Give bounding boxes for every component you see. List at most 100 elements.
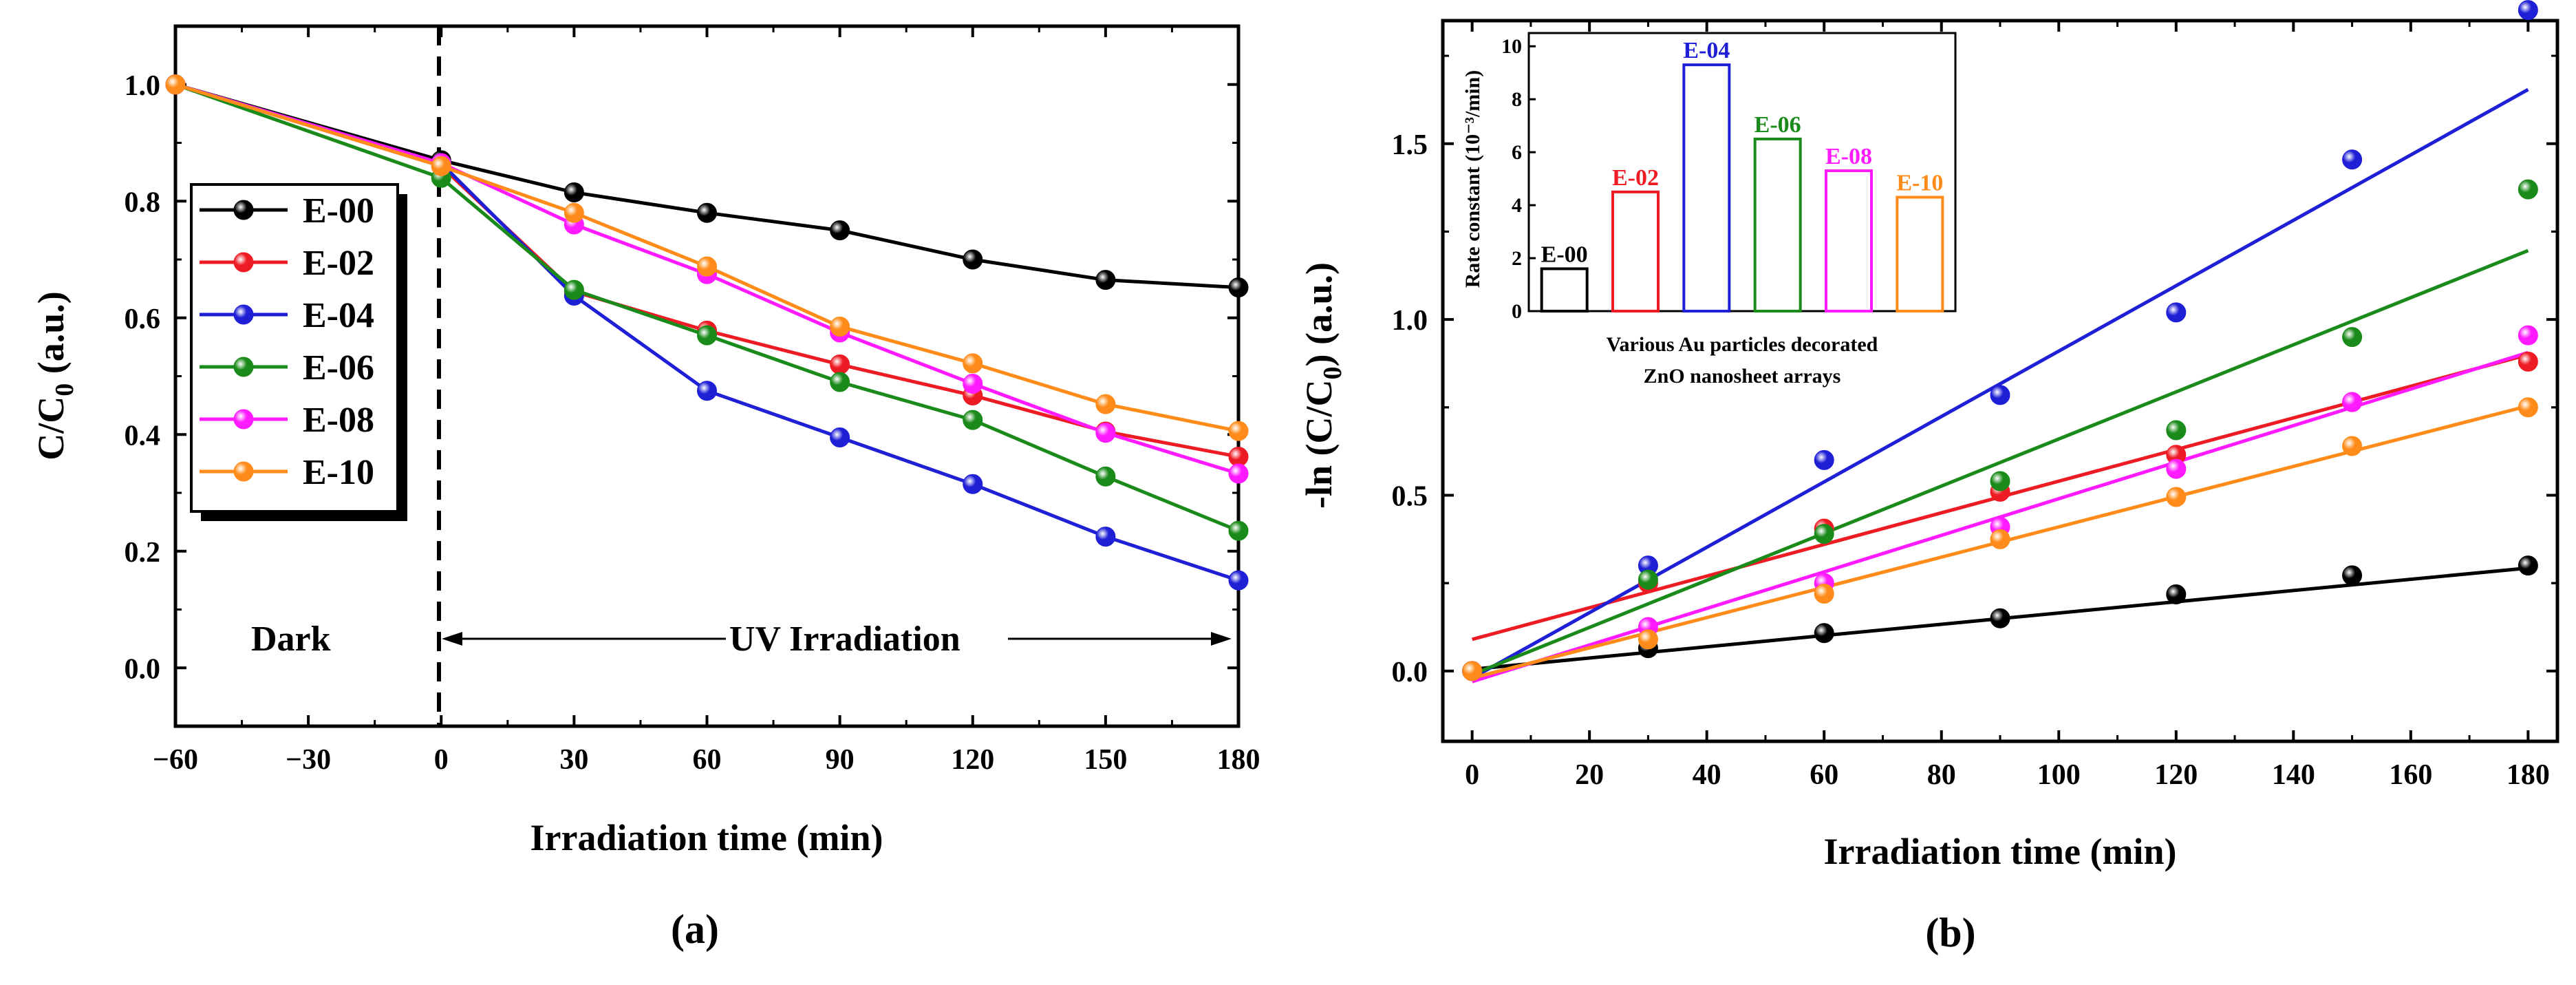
data-point-e-00 xyxy=(1814,623,1834,644)
chart-a-y-axis: 0.0 0.2 0.4 0.6 0.8 1.0 xyxy=(125,70,1238,685)
data-point-e-00 xyxy=(2518,555,2538,576)
legend-label-e-02: E-02 xyxy=(303,244,374,283)
data-point-e-06 xyxy=(1638,569,1658,590)
data-point-e-00 xyxy=(1228,277,1249,298)
data-point-e-10 xyxy=(2518,397,2538,418)
data-point-e-00 xyxy=(1095,270,1116,290)
data-point-e-10 xyxy=(1638,629,1658,650)
chart-b-y-axis: 0.0 0.5 1.0 1.5 xyxy=(1392,54,2557,688)
x-tick-label: 120 xyxy=(2154,759,2198,791)
y-tick-label: 0.0 xyxy=(125,653,161,685)
x-tick-label: 80 xyxy=(1927,759,1956,791)
inset-bar-label-e-10: E-10 xyxy=(1896,171,1943,196)
legend-marker-e-02 xyxy=(233,252,254,273)
chart-a-x-axis: −60 −30 0 30 60 90 120 150 180 xyxy=(153,26,1260,776)
y-tick-label: 0.8 xyxy=(125,187,161,218)
x-tick-label: 20 xyxy=(1575,759,1604,791)
legend-marker-e-08 xyxy=(233,409,254,430)
data-point-e-00 xyxy=(963,249,983,270)
data-point-e-10 xyxy=(1814,583,1834,604)
data-point-e-10 xyxy=(431,156,451,176)
data-point-e-00 xyxy=(1990,608,2010,628)
data-point-e-10 xyxy=(564,202,584,223)
chart-b-y-label: -ln (C/C0) (a.u.) xyxy=(1298,262,1347,509)
x-tick-label: 180 xyxy=(1217,744,1260,776)
data-point-e-10 xyxy=(1095,394,1116,414)
x-tick-label: 30 xyxy=(559,744,588,776)
data-point-e-00 xyxy=(564,182,584,203)
x-tick-label: 140 xyxy=(2272,759,2315,791)
inset-x-label-line2: ZnO nanosheet arrays xyxy=(1644,365,1841,388)
chart-b-panel-label: (b) xyxy=(1925,910,1975,955)
data-point-e-10 xyxy=(165,74,186,95)
series-line-e-10 xyxy=(175,83,1239,433)
data-point-e-08 xyxy=(1228,463,1249,484)
series-line-e-00 xyxy=(175,83,1239,290)
data-point-e-06 xyxy=(1228,520,1249,541)
inset-bar-e-08 xyxy=(1825,169,1873,313)
x-tick-label: 40 xyxy=(1693,759,1721,791)
data-point-e-08 xyxy=(2342,392,2363,412)
data-point-e-04 xyxy=(2342,149,2363,170)
x-tick-label: 60 xyxy=(693,744,722,776)
inset-chart: 0 2 4 6 8 10 E-00 E-02 E-04 E-06 E-08 E-10 Rate co… xyxy=(1461,32,1957,388)
data-point-e-10 xyxy=(1228,421,1249,441)
chart-a-series xyxy=(165,74,1249,591)
inset-y-tick-label: 4 xyxy=(1512,194,1522,217)
data-point-e-08 xyxy=(2166,458,2187,479)
data-point-e-06 xyxy=(2518,179,2538,200)
data-point-e-04 xyxy=(2518,0,2538,21)
data-point-e-04 xyxy=(697,381,717,401)
data-point-e-08 xyxy=(963,374,983,394)
inset-bar-e-02 xyxy=(1611,190,1660,313)
x-tick-label: 0 xyxy=(1465,759,1479,791)
data-point-e-00 xyxy=(2166,584,2187,605)
x-tick-label: 160 xyxy=(2389,759,2432,791)
legend-label-e-00: E-00 xyxy=(303,191,374,231)
inset-x-label-line1: Various Au particles decorated xyxy=(1607,333,1878,356)
data-point-e-10 xyxy=(2166,487,2187,507)
inset-bar-label-e-02: E-02 xyxy=(1612,165,1659,191)
x-tick-label: 150 xyxy=(1084,744,1127,776)
data-point-e-08 xyxy=(2518,325,2538,346)
data-point-e-06 xyxy=(1990,471,2010,491)
inset-bars: E-00 E-02 E-04 E-06 E-08 E-10 xyxy=(1540,38,1944,313)
data-point-e-10 xyxy=(1990,529,2010,549)
data-point-e-04 xyxy=(830,427,850,447)
data-point-e-02 xyxy=(830,354,850,375)
legend-label-e-08: E-08 xyxy=(303,401,374,440)
data-point-e-00 xyxy=(830,220,850,241)
data-point-e-10 xyxy=(1462,661,1483,681)
data-point-e-10 xyxy=(963,353,983,374)
legend-box xyxy=(190,183,399,513)
inset-y-tick-label: 0 xyxy=(1512,300,1522,323)
data-point-e-10 xyxy=(830,316,850,337)
data-point-e-10 xyxy=(697,256,717,277)
legend-marker-e-04 xyxy=(233,304,254,325)
x-tick-label: −30 xyxy=(286,744,331,776)
legend-label-e-06: E-06 xyxy=(303,348,374,388)
inset-y-tick-label: 10 xyxy=(1501,35,1522,58)
chart-a: −60 −30 0 30 60 90 120 150 180 0.0 0.2 0.4 0.6 0.8 1.… xyxy=(30,24,1260,952)
data-point-e-02 xyxy=(2518,351,2538,372)
data-point-e-06 xyxy=(1095,466,1116,487)
x-tick-label: −60 xyxy=(153,744,198,776)
y-tick-label: 0.5 xyxy=(1392,480,1428,512)
data-point-e-06 xyxy=(564,279,584,300)
y-tick-label: 0.2 xyxy=(125,537,161,569)
inset-y-tick-label: 6 xyxy=(1512,141,1522,164)
chart-b: 0 20 40 60 80 100 120 140 160 180 0.0 0.5 1.0 1.5 0 2… xyxy=(1298,0,2559,955)
dark-label: Dark xyxy=(251,619,331,659)
data-point-e-06 xyxy=(1814,524,1834,544)
legend-marker-e-10 xyxy=(233,461,254,482)
uv-label: UV Irradiation xyxy=(729,619,960,659)
data-point-e-06 xyxy=(830,372,850,392)
data-point-e-00 xyxy=(2342,565,2363,586)
series-line-e-04 xyxy=(175,83,1239,582)
data-point-e-06 xyxy=(963,410,983,430)
series-line-e-06 xyxy=(175,83,1239,533)
chart-b-x-label: Irradiation time (min) xyxy=(1824,831,2177,872)
uv-arrowhead-right xyxy=(1211,632,1232,646)
data-point-e-02 xyxy=(1228,446,1249,467)
